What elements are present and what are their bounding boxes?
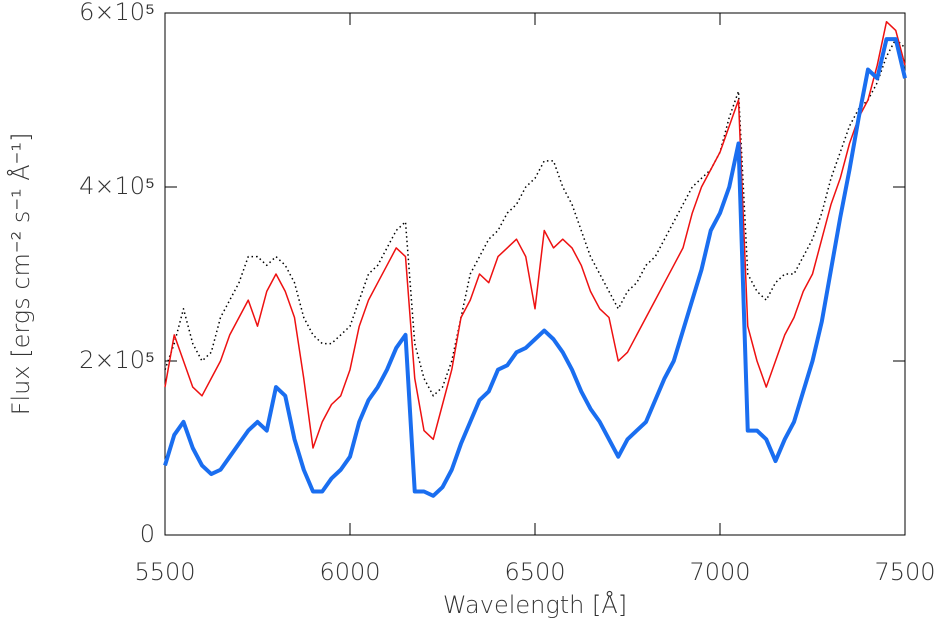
spectrum-line — [164, 20, 906, 449]
x-tick-label: 5500 — [134, 558, 195, 586]
y-tick-label: 0 — [140, 520, 155, 548]
y-axis-label: Flux [ergs cm⁻² s⁻¹ Å⁻¹] — [6, 133, 35, 416]
y-tick-label: 6×10⁵ — [79, 0, 155, 26]
x-axis-label: Wavelength [Å] — [443, 590, 627, 619]
spectrum-line — [163, 37, 907, 498]
x-tick-label: 6000 — [319, 558, 380, 586]
y-tick-label: 2×10⁵ — [79, 346, 155, 374]
x-tick-label: 7500 — [874, 558, 935, 586]
spectrum-line — [164, 38, 906, 397]
y-tick-label: 4×10⁵ — [79, 172, 155, 200]
x-tick-label: 6500 — [504, 558, 565, 586]
x-tick-label: 7000 — [689, 558, 750, 586]
